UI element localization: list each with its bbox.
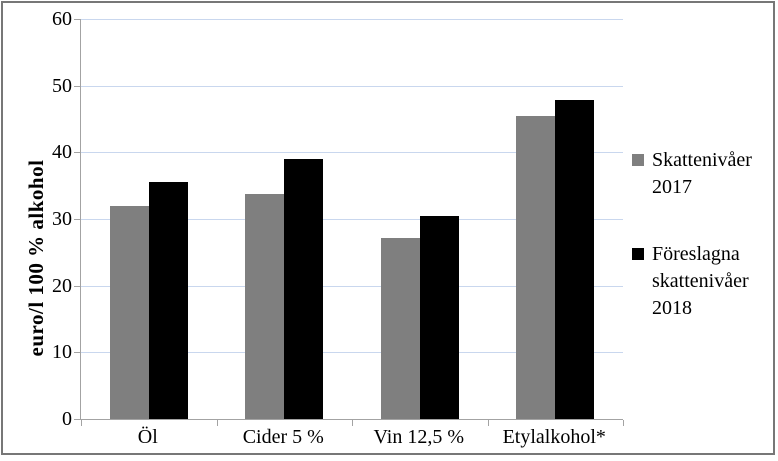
bar-group-2: [217, 19, 353, 419]
x-axis-tick: [487, 420, 489, 426]
gridline-60: [81, 19, 623, 20]
y-tick-label-30: 30: [52, 208, 72, 230]
legend-label-2017: Skattenivåer 2017: [652, 149, 752, 198]
bar-series2-category3: [419, 215, 459, 419]
bar-series1-category2: [245, 194, 285, 419]
gridline-40: [81, 152, 623, 154]
x-axis-tick: [623, 420, 624, 426]
x-axis-tick: [81, 420, 82, 426]
legend: Skattenivåer 2017 Föreslagna skattenivåe…: [632, 147, 772, 322]
y-tick-label-0: 0: [62, 408, 72, 430]
y-axis-tick: [74, 85, 81, 87]
y-tick-label-20: 20: [52, 274, 72, 297]
x-category-label-1: Öl: [137, 426, 158, 448]
gridline-50: [81, 85, 623, 87]
gridline-10: [81, 352, 623, 354]
bar-group-4: [488, 19, 624, 419]
x-category-label-2: Cider 5 %: [242, 426, 324, 448]
x-axis-tick: [352, 420, 353, 426]
y-tick-label-50: 50: [52, 74, 72, 97]
x-category-label-4: Etylalkohol*: [502, 426, 606, 448]
y-axis-title: euro/l 100 % alkohol: [24, 159, 48, 357]
legend-swatch-2018-icon: [632, 248, 644, 260]
bar-series1-category3: [380, 238, 420, 419]
bar-series2-category1: [148, 182, 188, 419]
legend-label-2018: Föreslagna skattenivåer 2018: [652, 243, 749, 319]
x-axis-tick: [216, 420, 218, 426]
bar-group-3: [352, 19, 488, 419]
y-axis-tick: [74, 352, 81, 354]
y-tick-label-10: 10: [52, 341, 72, 364]
bar-group-1: [81, 19, 217, 419]
legend-entry-2018: Föreslagna skattenivåer 2018: [632, 241, 772, 322]
y-axis-tick: [74, 219, 81, 220]
y-axis-tick: [74, 285, 81, 287]
bar-series1-category1: [109, 205, 149, 419]
y-axis-tick: [74, 419, 81, 420]
y-axis-tick: [74, 19, 81, 20]
y-tick-label-60: 60: [52, 8, 72, 30]
x-category-label-3: Vin 12,5 %: [373, 426, 464, 448]
bar-series1-category4: [516, 115, 556, 419]
gridline-20: [81, 285, 623, 287]
y-axis-tick: [74, 152, 81, 154]
y-tick-label-40: 40: [52, 141, 72, 164]
plot-area: [74, 19, 624, 426]
bar-series2-category4: [555, 100, 595, 419]
legend-swatch-2017-icon: [632, 154, 644, 166]
gridline-30: [81, 219, 623, 220]
bar-series2-category2: [284, 159, 324, 419]
legend-entry-2017: Skattenivåer 2017: [632, 147, 772, 201]
